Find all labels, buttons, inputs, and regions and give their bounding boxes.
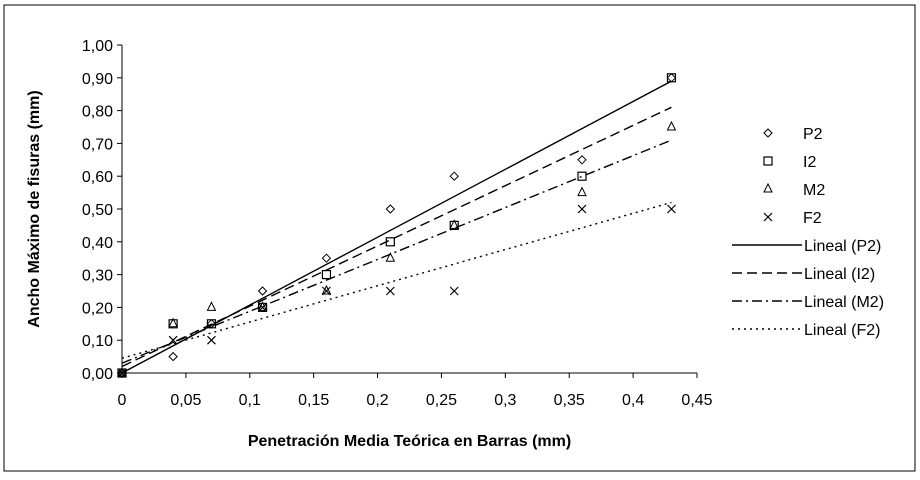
legend-label-p2: P2 [803, 126, 823, 143]
trendline-lineal-f2 [121, 201, 672, 359]
point-f2 [258, 302, 267, 312]
x-tick-label: 0 [118, 392, 127, 409]
point-m2 [666, 120, 677, 131]
point-p2 [321, 253, 332, 263]
x-tick-label: 0,3 [494, 392, 516, 409]
legend-label-trend: Lineal (P2) [804, 238, 881, 255]
y-tick-label: 0,30 [82, 268, 113, 285]
y-tick-label: 0,40 [82, 235, 113, 252]
x-tick-label: 0,45 [681, 392, 712, 409]
trendlines [121, 80, 672, 374]
y-tick-label: 0,70 [82, 136, 113, 153]
point-f2 [667, 204, 676, 214]
point-i2 [666, 73, 677, 83]
y-tick-label: 1,00 [82, 38, 113, 55]
trendline-lineal-i2 [121, 106, 672, 368]
x-tick-label: 0,35 [554, 392, 585, 409]
x-stroke [449, 286, 459, 296]
x-stroke [322, 286, 331, 296]
x-tick-label: 0,4 [622, 392, 644, 409]
point-m2 [385, 252, 396, 262]
x-tick-label: 0,2 [366, 392, 388, 409]
y-axis-title: Ancho Máximo de fisuras (mm) [26, 90, 43, 327]
trendline-lineal-p2 [121, 80, 672, 374]
point-p2 [257, 286, 268, 296]
point-f2 [207, 335, 216, 345]
legend-label-trend: Lineal (F2) [804, 322, 880, 339]
x-stroke [385, 286, 395, 296]
x-stroke [763, 212, 773, 222]
legend-label-trend: Lineal (I2) [804, 266, 875, 283]
point-m2 [206, 301, 217, 311]
axes: 0,000,100,200,300,400,500,600,700,800,90… [82, 38, 713, 409]
y-tick-label: 0,80 [82, 104, 113, 121]
x-stroke [168, 335, 178, 345]
x-stroke [577, 204, 587, 214]
point-f2 [322, 286, 331, 296]
x-stroke [117, 368, 127, 378]
point-f2 [117, 368, 127, 378]
y-tick-label: 0,20 [82, 300, 113, 317]
point-p2 [385, 204, 396, 214]
legend-label-m2: M2 [803, 182, 825, 199]
point-f2 [168, 335, 178, 345]
x-axis-title: Penetración Media Teórica en Barras (mm) [248, 433, 571, 450]
data-markers [117, 73, 677, 378]
legend-label-i2: I2 [803, 154, 816, 171]
legend-marker-i2 [763, 156, 773, 166]
legend: P2 I2 M2 F2 Lineal (P2) Lineal (I2) Lineal (M2… [732, 126, 884, 339]
x-stroke [667, 204, 676, 214]
point-m2 [449, 219, 460, 229]
y-tick-label: 0,50 [82, 202, 113, 219]
point-p2 [449, 171, 459, 181]
point-f2 [449, 286, 459, 296]
y-tick-label: 0,00 [82, 366, 113, 383]
chart-border [3, 4, 916, 472]
point-m2 [257, 301, 268, 311]
x-tick-label: 0,15 [298, 392, 329, 409]
point-m2 [321, 284, 332, 295]
y-tick-label: 0,90 [82, 71, 113, 88]
x-stroke [207, 335, 216, 345]
legend-label-trend: Lineal (M2) [804, 294, 884, 311]
point-p2 [168, 351, 178, 362]
x-tick-label: 0,25 [426, 392, 457, 409]
x-stroke [258, 302, 267, 312]
y-tick-label: 0,60 [82, 169, 113, 186]
point-m2 [117, 366, 127, 377]
legend-marker-m2 [763, 182, 773, 193]
point-m2 [577, 186, 587, 197]
point-i2 [321, 270, 332, 280]
point-i2 [206, 319, 217, 329]
point-f2 [577, 204, 587, 214]
x-tick-label: 0,05 [170, 392, 201, 409]
legend-label-f2: F2 [803, 210, 822, 227]
point-i2 [385, 237, 395, 247]
point-f2 [385, 286, 395, 296]
y-tick-label: 0,10 [82, 333, 113, 350]
trendline-lineal-m2 [121, 139, 672, 364]
legend-marker-f2 [763, 212, 773, 222]
point-m2 [168, 317, 178, 328]
point-i2 [577, 171, 587, 181]
point-p2 [577, 155, 587, 165]
legend-marker-p2 [763, 128, 773, 138]
x-tick-label: 0,1 [239, 392, 261, 409]
